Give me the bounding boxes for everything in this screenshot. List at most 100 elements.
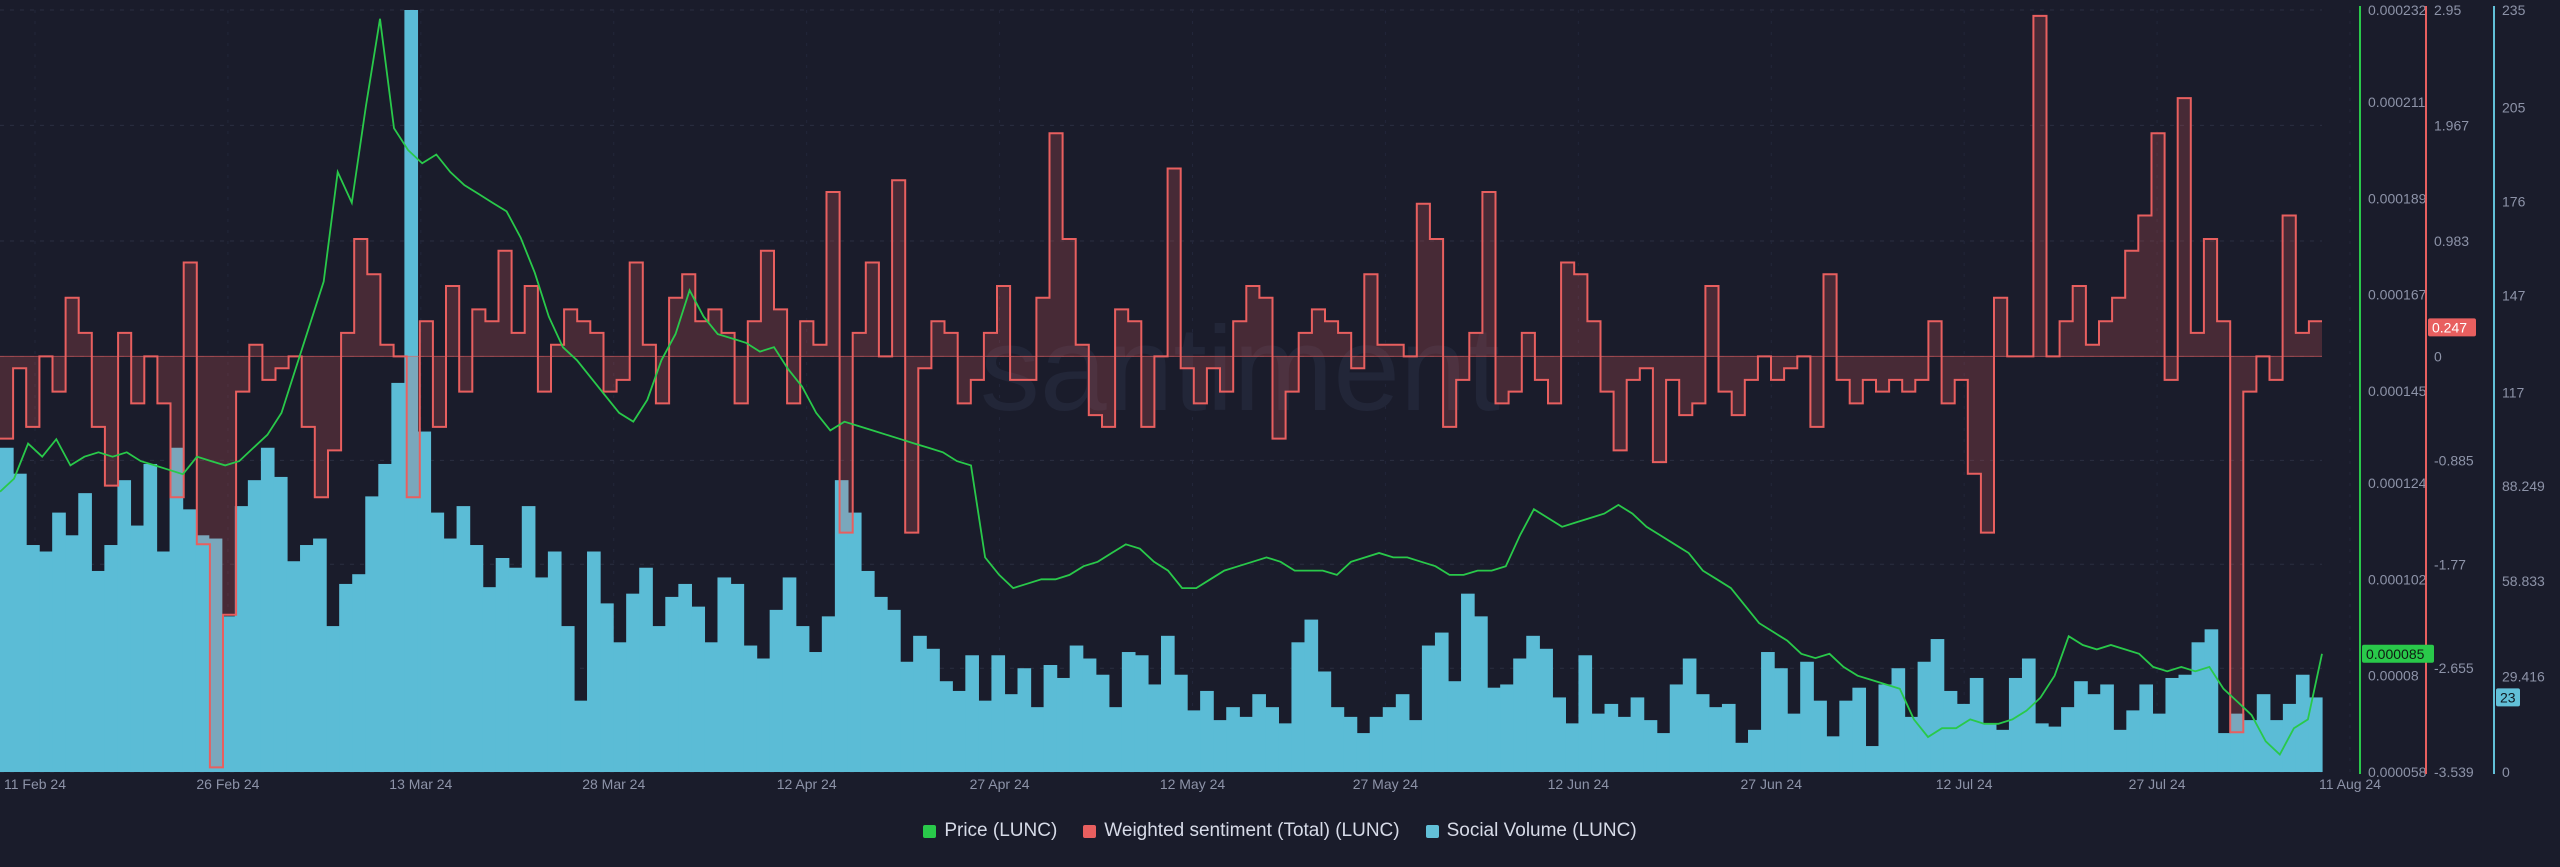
social-volume-bar (443, 538, 458, 772)
social-volume-bar (65, 535, 79, 772)
social-volume-bar (1539, 648, 1553, 772)
social-volume-bar (913, 635, 927, 772)
social-axis-tick-label: 205 (2502, 99, 2526, 115)
social-volume-bar (339, 583, 353, 772)
social-volume-bar (156, 551, 171, 772)
social-volume-bar (78, 493, 92, 772)
social-volume-bar (169, 447, 184, 772)
social-volume-bar (834, 480, 849, 772)
social-volume-bar (1591, 713, 1606, 772)
social-volume-bar (91, 570, 105, 772)
social-volume-bar (2204, 629, 2219, 772)
social-volume-bar (456, 506, 471, 772)
axes: 0.000232 0.000211 0.000189 0.000167 0.000145… (2359, 2, 2545, 780)
social-volume-bar (1213, 720, 1227, 772)
social-volume-bar (1930, 639, 1945, 772)
social-volume-bar (365, 496, 379, 772)
social-volume-bar (221, 616, 236, 772)
social-volume-bar (495, 557, 510, 772)
social-volume-bar (2035, 723, 2049, 772)
social-volume-bar (847, 512, 862, 772)
price-layer (0, 18, 2323, 756)
social-volume-bar (1134, 655, 1149, 772)
social-volume-bar (795, 626, 810, 772)
watermark: santiment (980, 302, 1500, 436)
social-volume-bar (1995, 729, 2010, 772)
x-axis-tick-label: 28 Mar 24 (582, 776, 645, 792)
price-axis-tick-label: 0.00008 (2368, 668, 2419, 684)
social-volume-bar (326, 626, 340, 772)
social-volume-bar (1395, 694, 1410, 772)
social-axis-tick-label: 29.416 (2502, 669, 2545, 685)
social-volume-bar (521, 506, 536, 772)
social-badge-label: 23 (2500, 689, 2516, 705)
social-volume-bar (378, 463, 392, 772)
social-volume-bar (1408, 720, 1423, 772)
social-volume-bar (1226, 707, 1240, 772)
social-volume-bar (1487, 687, 1501, 772)
social-volume-bar (2126, 710, 2140, 772)
social-volume-bar (2139, 684, 2154, 772)
social-volume-bar (1147, 684, 1162, 772)
legend-swatch-sentiment (1083, 824, 1097, 838)
social-volume-bar (13, 473, 27, 772)
price-axis-tick-label: 0.000189 (2368, 190, 2427, 206)
social-volume-bar (1239, 716, 1253, 772)
social-volume-bar (1708, 707, 1723, 772)
social-volume-bar (2087, 694, 2101, 772)
x-axis-tick-label: 27 Jul 24 (2129, 776, 2186, 792)
social-volume-bar (313, 538, 327, 772)
social-volume-bar (808, 652, 823, 772)
social-volume-bar (1878, 684, 1893, 772)
social-volume-bar (1369, 716, 1384, 772)
social-volume-bars (0, 10, 2323, 772)
social-volume-bar (1030, 707, 1045, 772)
social-volume-bar (1578, 655, 1593, 772)
social-volume-bar (1865, 746, 1880, 772)
x-axis-tick-label: 13 Mar 24 (389, 776, 452, 792)
sentiment-axis-tick-label: 0.983 (2434, 233, 2469, 249)
social-volume-bar (2230, 713, 2245, 772)
social-volume-bar (717, 577, 732, 772)
social-volume-bar (1343, 716, 1358, 772)
social-volume-bar (234, 506, 249, 772)
social-volume-bar (469, 545, 484, 772)
legend-item-sentiment[interactable]: Weighted sentiment (Total) (LUNC) (1083, 820, 1400, 842)
sentiment-axis-tick-label: -2.655 (2434, 660, 2474, 676)
legend-item-price[interactable]: Price (LUNC) (923, 820, 1057, 842)
social-volume-bar (2048, 726, 2062, 772)
social-volume-bar (1474, 616, 1488, 772)
social-volume-bar (1852, 687, 1867, 772)
social-volume-bar (782, 577, 797, 772)
social-volume-bar (1956, 703, 1971, 772)
social-volume-bar (1748, 729, 1762, 772)
social-volume-bar (2100, 684, 2114, 772)
social-volume-bar (2217, 733, 2232, 772)
social-volume-bar (1656, 733, 1671, 772)
social-volume-bar (1826, 736, 1840, 772)
social-volume-bar (1552, 697, 1566, 772)
social-volume-bar (300, 545, 314, 772)
social-volume-bar (1461, 593, 1475, 772)
social-volume-bar (208, 538, 223, 772)
social-volume-bar (1721, 703, 1736, 772)
legend: Price (LUNC) Weighted sentiment (Total) … (0, 820, 2560, 842)
social-axis-tick-label: 0 (2502, 764, 2510, 780)
social-volume-bar (1291, 642, 1306, 772)
social-volume-bar (978, 700, 993, 772)
price-axis-tick-label: 0.000145 (2368, 383, 2427, 399)
social-volume-bar (1982, 723, 1997, 772)
sentiment-area (0, 15, 2322, 768)
social-volume-bar (769, 609, 784, 772)
social-volume-bar (2269, 720, 2284, 772)
current-value-badges: 0.000085 0.247 23 (2362, 318, 2520, 707)
social-volume-bar (1421, 645, 1436, 772)
social-volume-bar (508, 567, 523, 772)
social-volume-bar (195, 535, 210, 772)
social-volume-bar (1969, 677, 1984, 772)
social-volume-bar (730, 583, 745, 772)
social-volume-bar (887, 609, 901, 772)
price-axis-tick-label: 0.000124 (2368, 475, 2427, 491)
legend-item-social[interactable]: Social Volume (LUNC) (1425, 820, 1637, 842)
price-axis-tick-label: 0.000167 (2368, 287, 2427, 303)
